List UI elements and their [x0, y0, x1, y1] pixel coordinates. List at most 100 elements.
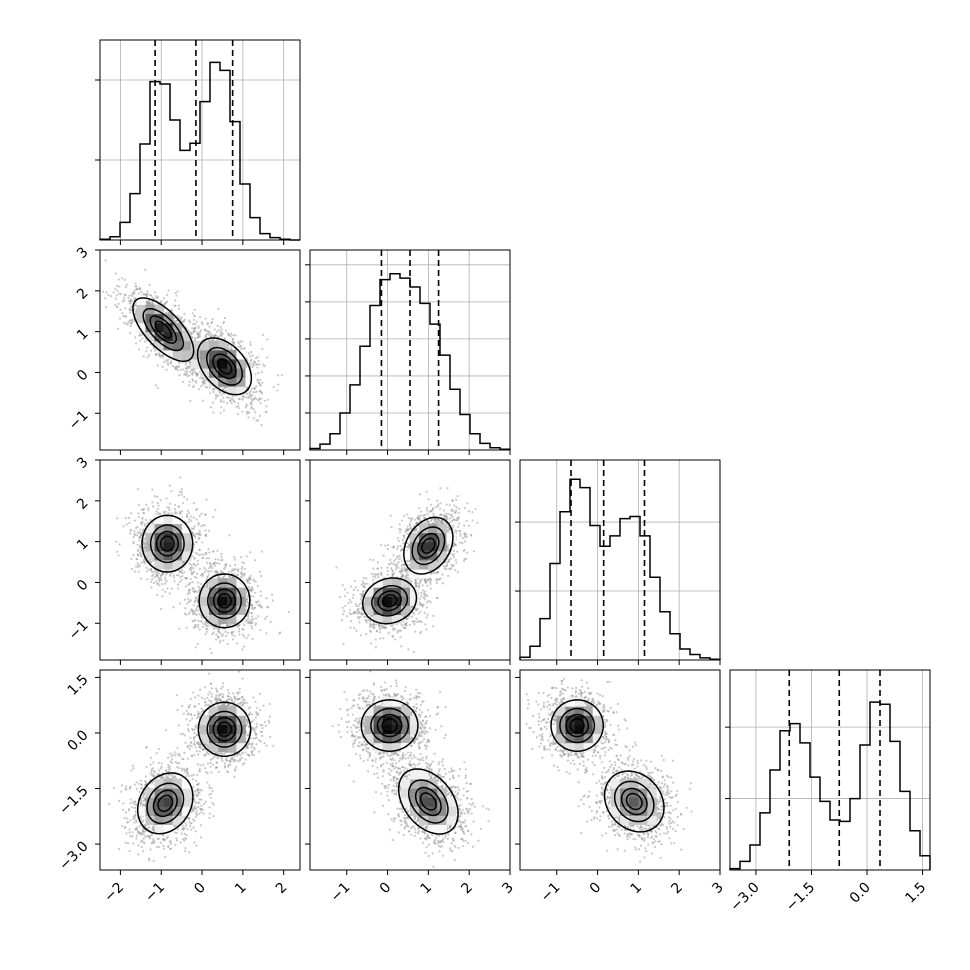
scatter-point — [199, 329, 203, 332]
scatter-point — [254, 580, 257, 584]
scatter-point — [227, 334, 230, 337]
scatter-point — [211, 566, 214, 570]
scatter-point — [255, 363, 258, 366]
scatter-point — [237, 570, 240, 573]
scatter-point — [153, 570, 156, 574]
scatter-point — [171, 365, 175, 368]
scatter-point — [188, 583, 191, 586]
scatter-point — [252, 408, 255, 411]
scatter-frame — [99, 249, 301, 451]
scatter-point — [241, 565, 244, 569]
scatter-point — [200, 525, 203, 528]
scatter-point — [287, 610, 291, 613]
scatter-point — [249, 393, 252, 396]
scatter-point — [177, 587, 180, 590]
scatter-point — [231, 633, 234, 636]
scatter-point — [217, 307, 220, 310]
scatter-point — [184, 607, 187, 610]
scatter-point — [219, 570, 223, 573]
scatter-point — [226, 642, 229, 646]
scatter-point — [173, 304, 176, 307]
scatter-point — [207, 570, 211, 573]
scatter-point — [253, 386, 256, 389]
scatter-point — [180, 510, 184, 513]
scatter-point — [160, 300, 163, 303]
scatter-point — [237, 568, 240, 571]
scatter-point — [196, 626, 200, 629]
scatter-point — [193, 557, 196, 560]
scatter-point — [153, 575, 156, 579]
scatter-point — [271, 593, 274, 596]
scatter-point — [156, 495, 159, 499]
scatter-point — [216, 549, 219, 552]
scatter-point — [186, 592, 189, 596]
scatter-point — [249, 355, 252, 358]
scatter-point — [130, 321, 134, 325]
scatter-point — [154, 353, 158, 356]
scatter-point — [190, 372, 194, 375]
scatter-point — [170, 587, 174, 590]
scatter-point — [209, 624, 212, 627]
scatter-point — [251, 606, 254, 609]
scatter-point — [188, 588, 192, 591]
scatter-point — [193, 601, 196, 604]
scatter-point — [257, 359, 260, 363]
scatter-point — [276, 374, 280, 377]
scatter-point — [149, 567, 153, 570]
scatter-point — [178, 361, 181, 365]
density-cell — [200, 596, 210, 606]
scatter-point — [127, 320, 130, 323]
scatter-point — [240, 347, 243, 351]
scatter-point — [165, 497, 168, 500]
scatter-point — [115, 305, 118, 309]
scatter-point — [215, 633, 218, 636]
scatter-point — [212, 627, 216, 630]
scatter-point — [271, 599, 274, 602]
scatter-point — [128, 294, 131, 297]
scatter-point — [250, 358, 253, 361]
scatter-point — [206, 575, 209, 578]
scatter-point — [223, 316, 227, 320]
scatter-point — [224, 564, 228, 567]
scatter-point — [217, 636, 220, 639]
density-cell — [145, 532, 155, 543]
scatter-point — [170, 489, 173, 493]
scatter-point — [197, 521, 200, 525]
scatter-point — [204, 317, 207, 320]
scatter-point — [178, 490, 182, 493]
scatter-point — [149, 349, 153, 352]
density-cell — [172, 560, 183, 570]
scatter-point — [262, 363, 265, 366]
scatter-point — [166, 363, 170, 366]
scatter-point — [197, 388, 200, 391]
scatter-point — [247, 634, 250, 637]
scatter-point — [251, 627, 254, 630]
scatter-point — [186, 515, 189, 518]
density-cell — [236, 359, 246, 369]
scatter-point — [183, 312, 186, 316]
scatter-point — [215, 395, 218, 398]
scatter-point — [197, 325, 200, 328]
scatter-point — [258, 382, 261, 385]
scatter-point — [122, 296, 126, 299]
contour-line — [196, 337, 253, 396]
histogram-step-line — [519, 478, 721, 661]
density-cell — [218, 359, 228, 369]
scatter-point — [199, 582, 203, 586]
scatter-point — [249, 619, 252, 622]
scatter-point — [140, 333, 143, 337]
scatter-point — [220, 552, 223, 556]
scatter-point — [185, 498, 189, 501]
scatter-point — [176, 368, 179, 371]
scatter-point — [204, 568, 207, 571]
scatter-point — [254, 390, 257, 394]
scatter-point — [118, 285, 121, 288]
scatter-point — [160, 578, 163, 581]
scatter-point — [217, 575, 220, 578]
scatter-panel-0-2 — [95, 459, 301, 665]
histogram-panel-0 — [95, 39, 301, 245]
scatter-point — [225, 624, 228, 627]
scatter-point — [198, 553, 201, 557]
scatter-point — [232, 630, 235, 633]
scatter-point — [187, 612, 191, 616]
